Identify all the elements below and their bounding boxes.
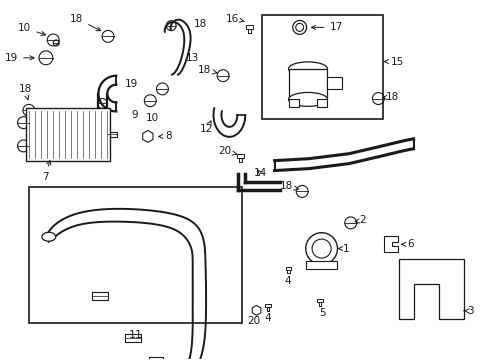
Polygon shape [252, 305, 260, 315]
Bar [316, 99, 326, 107]
Text: 6: 6 [401, 239, 413, 249]
Bar [305, 261, 337, 269]
Text: 2: 2 [354, 215, 366, 225]
Text: 20: 20 [218, 147, 237, 157]
Bar [29, 187, 242, 323]
Bar [246, 25, 253, 29]
Text: 4: 4 [264, 312, 270, 323]
Ellipse shape [42, 232, 56, 241]
Text: 4: 4 [284, 276, 290, 286]
Bar [288, 69, 327, 99]
Ellipse shape [288, 93, 327, 106]
Bar [149, 357, 163, 360]
Bar [327, 77, 342, 89]
Text: 19: 19 [124, 79, 137, 89]
Bar [285, 267, 291, 270]
Bar [236, 154, 243, 158]
Bar [92, 292, 108, 300]
Text: 15: 15 [384, 57, 404, 67]
Bar [125, 334, 141, 342]
Text: 9: 9 [131, 111, 138, 120]
Text: 14: 14 [253, 168, 266, 178]
Polygon shape [399, 259, 463, 319]
Text: 17: 17 [311, 22, 342, 32]
Text: 18: 18 [70, 14, 101, 31]
Bar [265, 304, 270, 307]
Text: 3: 3 [463, 306, 472, 316]
Text: 10: 10 [18, 23, 45, 36]
Ellipse shape [288, 62, 327, 76]
Bar [25, 108, 110, 161]
Text: 11: 11 [128, 330, 142, 340]
Bar [317, 299, 322, 302]
Text: 10: 10 [145, 113, 159, 122]
Text: 19: 19 [5, 53, 34, 63]
Text: 20: 20 [246, 316, 260, 326]
Bar [262, 15, 383, 118]
Text: 18: 18 [197, 65, 217, 75]
Text: 8: 8 [158, 131, 172, 141]
Polygon shape [383, 237, 397, 252]
Text: 18: 18 [18, 84, 32, 100]
Text: 12: 12 [200, 121, 213, 134]
Text: 7: 7 [42, 161, 51, 181]
Text: 1: 1 [338, 244, 348, 253]
Text: 16: 16 [225, 14, 244, 23]
Text: 18: 18 [194, 18, 207, 28]
Polygon shape [142, 130, 153, 142]
Text: 13: 13 [185, 53, 199, 63]
Text: 5: 5 [319, 308, 325, 318]
Text: 18: 18 [280, 181, 298, 192]
Bar [288, 99, 299, 107]
Text: 18: 18 [382, 92, 398, 102]
Bar [107, 132, 117, 137]
